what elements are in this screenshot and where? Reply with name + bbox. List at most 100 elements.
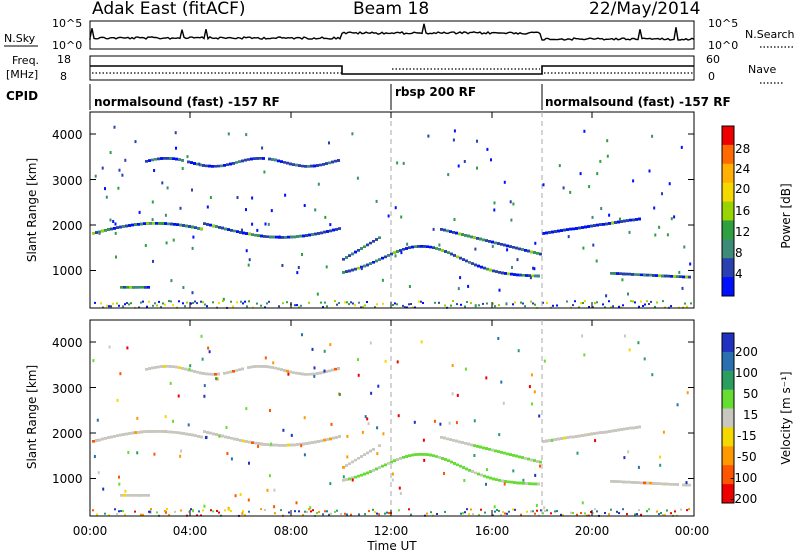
- noise-cell: [673, 215, 676, 219]
- echo-cell: [510, 480, 513, 484]
- noise-cell: [245, 407, 248, 411]
- ground-cell: [382, 302, 384, 305]
- echo-cell: [390, 460, 393, 464]
- echo-cell: [587, 225, 590, 228]
- echo-cell: [248, 232, 251, 236]
- noise-cell: [506, 248, 509, 252]
- ground-cell: [166, 508, 168, 510]
- noise-cell: [516, 258, 519, 262]
- echo-cell: [542, 232, 545, 235]
- ground-cell: [550, 512, 552, 515]
- echo-cell: [536, 252, 539, 255]
- nsky-tick-bottom: 10^0: [52, 39, 82, 52]
- noise-cell: [179, 206, 182, 210]
- colorbar-swatch: [722, 258, 734, 278]
- ground-cell: [294, 304, 296, 307]
- noise-cell: [413, 420, 416, 424]
- ground-cell: [326, 510, 328, 513]
- noise-cell: [534, 473, 537, 477]
- echo-cell: [610, 272, 613, 275]
- echo-cell: [107, 436, 110, 439]
- ground-cell: [498, 304, 500, 306]
- noise-cell: [387, 214, 390, 218]
- noise-cell: [166, 186, 169, 190]
- ground-cell: [108, 305, 110, 308]
- noise-cell: [116, 398, 119, 402]
- echo-cell: [602, 431, 605, 434]
- echo-cell: [132, 494, 135, 497]
- noise-cell: [192, 509, 194, 513]
- echo-cell: [269, 235, 272, 239]
- echo-cell: [498, 271, 501, 274]
- ground-cell: [542, 512, 544, 515]
- echo-cell: [542, 440, 545, 443]
- echo-cell: [531, 274, 534, 278]
- echo-cell: [122, 225, 125, 228]
- echo-cell: [625, 480, 628, 484]
- echo-cell: [534, 482, 537, 486]
- power-ytick: 4000: [52, 128, 83, 142]
- echo-cell: [512, 454, 515, 457]
- noise-cell: [209, 196, 212, 199]
- ground-cell: [298, 510, 300, 513]
- echo-cell: [658, 274, 661, 277]
- noise-cell: [153, 169, 156, 172]
- ground-cell: [576, 513, 578, 516]
- echo-cell: [345, 256, 348, 259]
- noise-cell: [653, 206, 656, 210]
- ground-cell: [514, 301, 516, 304]
- echo-cell: [169, 157, 172, 160]
- echo-cell: [138, 286, 141, 289]
- ground-cell: [422, 302, 424, 304]
- echo-cell: [619, 480, 622, 483]
- echo-cell: [233, 229, 236, 233]
- ground-cell: [654, 305, 656, 308]
- nsearch-label: N.Search: [745, 28, 795, 41]
- noise-cell: [583, 353, 586, 357]
- echo-cell: [560, 437, 563, 440]
- echo-cell: [170, 430, 173, 434]
- echo-cell: [239, 439, 242, 442]
- ground-cell: [360, 306, 362, 309]
- echo-cell: [447, 459, 450, 462]
- noise-cell: [473, 419, 476, 423]
- echo-cell: [196, 370, 199, 374]
- ground-cell: [372, 508, 374, 511]
- echo-cell: [335, 436, 338, 439]
- echo-cell: [411, 453, 414, 457]
- noise-cell: [473, 454, 476, 457]
- noise-cell: [351, 132, 354, 136]
- noise-cell: [282, 428, 285, 432]
- ground-cell: [420, 300, 422, 303]
- echo-cell: [196, 162, 199, 166]
- ground-cell: [120, 510, 122, 512]
- ground-cell: [464, 511, 466, 514]
- noise-cell: [588, 185, 591, 189]
- echo-cell: [95, 439, 98, 442]
- colorbar-frame: [721, 125, 735, 297]
- echo-cell: [125, 432, 128, 436]
- noise-cell: [136, 416, 139, 420]
- ground-cell: [556, 510, 558, 513]
- echo-cell: [172, 157, 175, 160]
- noise-cell: [623, 456, 626, 460]
- echo-cell: [461, 233, 464, 236]
- echo-cell: [688, 483, 691, 487]
- noise-cell: [218, 434, 221, 438]
- echo-cell: [519, 481, 522, 485]
- noise-cell: [165, 241, 168, 245]
- echo-cell: [634, 273, 637, 276]
- echo-cell: [151, 158, 154, 162]
- x-tick-label: 08:00: [274, 524, 309, 538]
- echo-cell: [199, 371, 202, 375]
- ground-cell: [168, 514, 170, 516]
- echo-cell: [486, 475, 489, 479]
- echo-cell: [617, 220, 620, 224]
- nsearch-tick-top: 10^5: [708, 17, 738, 30]
- echo-cell: [501, 479, 504, 483]
- ground-cell: [512, 303, 514, 306]
- echo-cell: [319, 371, 322, 375]
- ground-cell: [202, 509, 204, 512]
- echo-cell: [629, 426, 632, 430]
- noise-cell: [241, 228, 243, 232]
